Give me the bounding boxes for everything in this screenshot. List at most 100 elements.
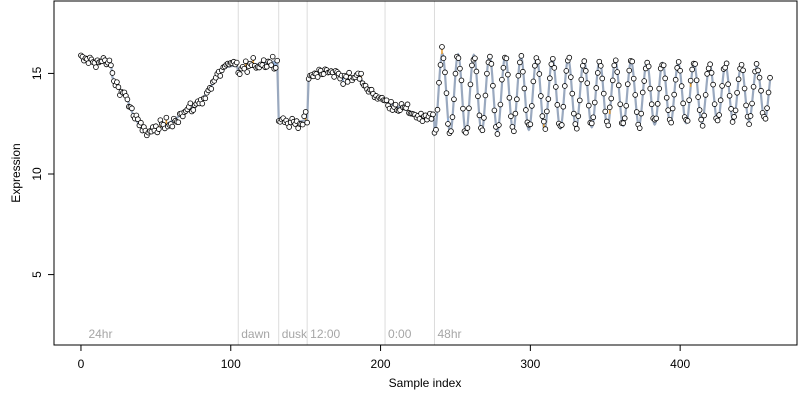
data-point-433: [726, 92, 733, 99]
data-point-265: [475, 93, 481, 100]
data-point-31: [124, 96, 131, 103]
data-point-315: [550, 55, 556, 62]
data-point-312: [545, 96, 552, 102]
data-point-21: [109, 70, 116, 76]
data-point-235: [430, 111, 436, 118]
data-point-260: [467, 81, 474, 88]
data-point-110: [242, 58, 249, 65]
data-point-274: [488, 61, 495, 67]
data-point-278: [494, 131, 501, 137]
data-point-406: [686, 97, 692, 103]
data-point-370: [632, 92, 639, 98]
y-tick-label-1: 10: [30, 167, 44, 181]
data-point-434: [728, 106, 734, 112]
data-point-83: [202, 95, 209, 102]
data-point-313: [547, 75, 553, 82]
data-point-327: [568, 74, 574, 80]
data-point-428: [719, 83, 725, 89]
data-point-151: [304, 119, 310, 126]
data-point-127: [268, 62, 275, 68]
data-point-210: [392, 101, 399, 108]
data-point-291: [514, 96, 520, 103]
x-axis: 0 100 200 300 400: [78, 344, 690, 371]
data-point-254: [458, 77, 465, 84]
data-point-261: [469, 62, 475, 69]
data-point-286: [506, 95, 513, 101]
x-tick-label-4: 400: [670, 357, 690, 371]
data-point-250: [452, 70, 459, 77]
data-point-179: [346, 69, 352, 76]
data-point-396: [671, 91, 677, 98]
y-tick-label-2: 15: [30, 66, 44, 80]
data-point-444: [743, 102, 749, 109]
data-point-453: [756, 74, 763, 81]
time-annotation-0: 24hr: [88, 327, 112, 341]
data-point-25: [115, 84, 122, 90]
data-point-337: [582, 68, 589, 74]
data-point-321: [559, 122, 565, 128]
time-annotation-3: 12:00: [310, 327, 340, 341]
data-point-275: [490, 82, 496, 89]
data-point-423: [711, 101, 718, 107]
data-point-228: [419, 118, 426, 124]
data-point-318: [554, 102, 561, 108]
data-point-287: [508, 113, 514, 120]
data-point-373: [636, 125, 643, 131]
data-point-328: [569, 90, 576, 97]
data-point-335: [579, 62, 586, 69]
data-point-353: [606, 104, 613, 111]
data-point-289: [511, 128, 517, 135]
data-point-413: [696, 107, 703, 113]
data-point-244: [443, 90, 450, 96]
data-point-360: [617, 101, 624, 108]
data-point-281: [499, 76, 505, 83]
data-point-332: [575, 113, 582, 119]
data-point-309: [541, 118, 547, 125]
data-point-350: [602, 108, 609, 115]
data-point-255: [460, 105, 466, 112]
data-point-65: [175, 119, 182, 126]
data-point-109: [241, 65, 248, 72]
data-point-324: [563, 68, 570, 74]
data-point-358: [614, 69, 621, 75]
data-point-420: [707, 61, 713, 68]
data-point-376: [641, 78, 648, 84]
data-point-402: [680, 100, 686, 107]
data-point-237: [433, 126, 439, 133]
data-point-302: [530, 78, 537, 85]
data-point-348: [599, 75, 606, 82]
data-point-349: [600, 90, 607, 97]
data-point-311: [544, 108, 550, 115]
data-point-280: [497, 101, 504, 108]
data-point-425: [714, 117, 721, 124]
data-point-397: [672, 76, 679, 83]
data-point-415: [699, 123, 706, 129]
data-point-61: [169, 123, 176, 130]
data-point-435: [729, 119, 736, 125]
data-point-40: [138, 119, 144, 126]
x-tick-label-3: 300: [520, 357, 540, 371]
data-point-380: [647, 85, 653, 92]
data-point-459: [765, 89, 772, 96]
data-point-390: [662, 75, 668, 82]
data-point-245: [445, 121, 451, 127]
data-point-187: [358, 70, 364, 77]
data-point-34: [129, 105, 135, 112]
data-point-441: [738, 61, 745, 68]
data-point-310: [542, 126, 549, 132]
data-point-271: [484, 70, 490, 77]
data-point-52: [156, 126, 162, 132]
data-point-426: [716, 112, 722, 118]
data-point-252: [455, 55, 462, 61]
data-point-341: [588, 120, 595, 127]
data-point-369: [630, 75, 637, 82]
data-point-454: [758, 87, 764, 94]
data-point-458: [764, 105, 770, 111]
data-point-239: [436, 79, 442, 86]
data-point-268: [479, 127, 486, 134]
data-point-448: [749, 100, 755, 107]
data-point-124: [263, 63, 270, 70]
x-axis-title: Sample index: [389, 376, 462, 390]
data-point-296: [521, 85, 528, 92]
